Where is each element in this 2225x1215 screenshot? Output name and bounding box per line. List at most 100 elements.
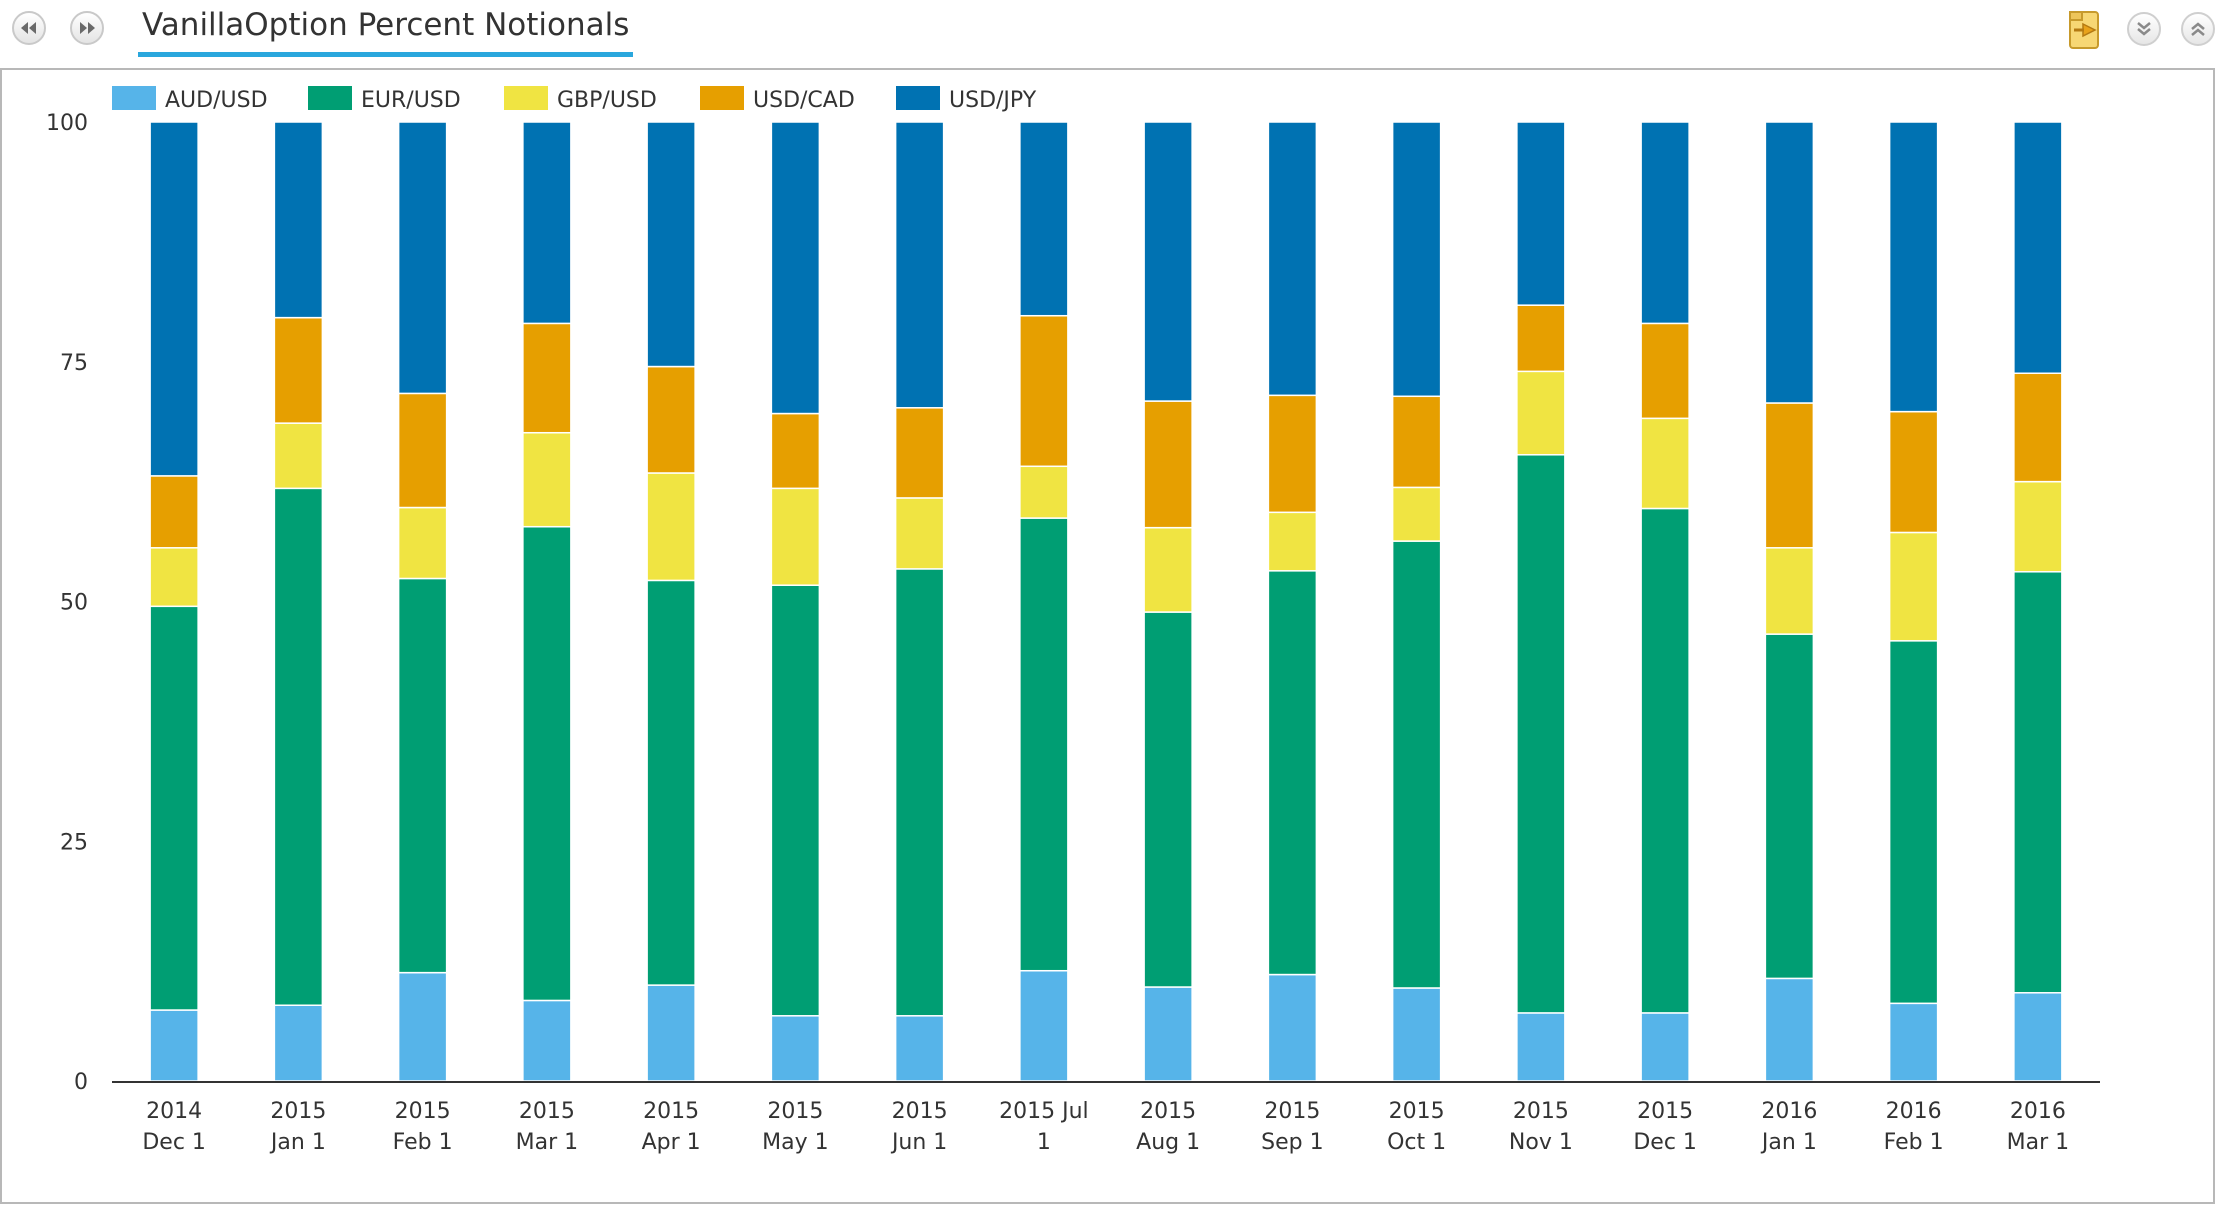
bar-segment-5-4[interactable]	[770, 121, 821, 415]
chart-panel	[0, 68, 2215, 1204]
bar-segment-1-1[interactable]	[273, 487, 324, 1006]
bar-segment-11-0[interactable]	[1516, 1012, 1566, 1082]
bar-segment-5-2[interactable]	[770, 487, 821, 586]
bar-segment-7-3[interactable]	[1019, 314, 1069, 468]
bar-segment-0-3[interactable]	[149, 475, 199, 549]
bar-segment-4-3[interactable]	[646, 365, 696, 474]
bar-segment-7-4[interactable]	[1019, 121, 1069, 317]
bar-segment-2-2[interactable]	[397, 506, 448, 580]
bar-segment-7-2[interactable]	[1019, 465, 1069, 519]
bar-segment-8-2[interactable]	[1143, 526, 1193, 613]
bar-segment-3-0[interactable]	[522, 999, 572, 1082]
bar-segment-12-1[interactable]	[1640, 507, 1690, 1014]
bar-segment-13-4[interactable]	[1764, 121, 1815, 404]
bar-segment-13-0[interactable]	[1764, 977, 1815, 1082]
bar-segment-2-1[interactable]	[397, 577, 448, 974]
bar-segment-9-2[interactable]	[1267, 511, 1318, 572]
bar-segment-10-4[interactable]	[1391, 121, 1442, 398]
bar-segment-9-0[interactable]	[1267, 973, 1318, 1082]
bar-segment-0-1[interactable]	[149, 605, 199, 1011]
previous-button[interactable]	[12, 11, 46, 45]
expand-button[interactable]	[2181, 12, 2215, 46]
export-folder-icon[interactable]	[2065, 8, 2107, 52]
chart-title-tab[interactable]: VanillaOption Percent Notionals	[138, 0, 634, 57]
bar-segment-11-1[interactable]	[1516, 454, 1566, 1014]
bar-segment-2-4[interactable]	[397, 121, 448, 395]
bar-segment-11-3[interactable]	[1516, 304, 1566, 373]
bar-segment-3-4[interactable]	[522, 121, 572, 325]
bar-segment-13-2[interactable]	[1764, 547, 1815, 635]
bar-segment-4-2[interactable]	[646, 472, 696, 582]
x-tick-label-5-0: 2015	[767, 1099, 823, 1124]
bar-segment-14-2[interactable]	[1888, 531, 1939, 642]
bar-segment-15-4[interactable]	[2013, 121, 2063, 375]
bar-segment-10-3[interactable]	[1391, 395, 1442, 489]
bar-segment-4-1[interactable]	[646, 579, 696, 986]
legend-swatch-2	[504, 86, 548, 110]
bar-segment-6-0[interactable]	[894, 1015, 945, 1082]
x-tick-label-5-1: May 1	[762, 1130, 828, 1155]
x-tick-label-3-0: 2015	[519, 1099, 575, 1124]
bar-segment-11-2[interactable]	[1516, 370, 1566, 456]
bar-segment-14-4[interactable]	[1888, 121, 1939, 413]
bar-segment-11-4[interactable]	[1516, 121, 1566, 306]
bar-segment-14-3[interactable]	[1888, 410, 1939, 534]
next-button[interactable]	[70, 11, 104, 45]
bar-segment-13-3[interactable]	[1764, 402, 1815, 549]
legend-swatch-1	[308, 86, 352, 110]
bar-segment-10-0[interactable]	[1391, 987, 1442, 1082]
bar-segment-7-0[interactable]	[1019, 969, 1069, 1082]
collapse-button[interactable]	[2127, 12, 2161, 46]
x-tick-label-11-1: Nov 1	[1509, 1130, 1573, 1155]
bar-segment-9-3[interactable]	[1267, 394, 1318, 514]
bar-segment-10-1[interactable]	[1391, 540, 1442, 989]
bar-segment-2-0[interactable]	[397, 971, 448, 1082]
bar-segment-1-4[interactable]	[273, 121, 324, 319]
bar-segment-4-0[interactable]	[646, 984, 696, 1082]
bar-segment-3-1[interactable]	[522, 525, 572, 1002]
bar-segment-1-0[interactable]	[273, 1004, 324, 1082]
x-tick-label-3-1: Mar 1	[516, 1130, 579, 1155]
bar-segment-3-2[interactable]	[522, 431, 572, 528]
legend-swatch-3	[700, 86, 744, 110]
bar-segment-6-4[interactable]	[894, 121, 945, 409]
stacked-bar-chart: AUD/USD EUR/USD GBP/USD USD/CAD USD/JPY 0 25 5…	[46, 86, 2100, 1155]
x-tick-label-0-1: Dec 1	[142, 1130, 206, 1155]
bar-segment-8-0[interactable]	[1143, 986, 1193, 1082]
bar-segment-14-1[interactable]	[1888, 640, 1939, 1005]
bar-segment-9-1[interactable]	[1267, 570, 1318, 976]
x-tick-label-6-1: Jun 1	[890, 1130, 947, 1155]
bar-segment-12-0[interactable]	[1640, 1012, 1690, 1082]
bar-segment-15-0[interactable]	[2013, 992, 2063, 1082]
bar-segment-15-1[interactable]	[2013, 571, 2063, 994]
bar-segment-5-1[interactable]	[770, 584, 821, 1017]
bar-segment-8-4[interactable]	[1143, 121, 1193, 402]
bar-segment-5-3[interactable]	[770, 412, 821, 490]
bar-segment-2-3[interactable]	[397, 392, 448, 509]
bar-segment-5-0[interactable]	[770, 1015, 821, 1082]
bar-segment-6-3[interactable]	[894, 407, 945, 499]
bar-segment-8-3[interactable]	[1143, 400, 1193, 529]
bar-segment-0-4[interactable]	[149, 121, 199, 477]
bar-segment-15-2[interactable]	[2013, 480, 2063, 573]
bar-segment-6-1[interactable]	[894, 568, 945, 1017]
bar-segment-12-4[interactable]	[1640, 121, 1690, 325]
bar-segment-4-4[interactable]	[646, 121, 696, 368]
bar-segment-3-3[interactable]	[522, 322, 572, 434]
bar-segment-8-1[interactable]	[1143, 611, 1193, 988]
bar-segment-15-3[interactable]	[2013, 372, 2063, 483]
bar-segment-13-1[interactable]	[1764, 633, 1815, 980]
bar-segment-14-0[interactable]	[1888, 1002, 1939, 1082]
bar-segment-1-2[interactable]	[273, 422, 324, 490]
bar-segment-7-1[interactable]	[1019, 517, 1069, 972]
bar-segment-12-3[interactable]	[1640, 322, 1690, 420]
bar-segment-6-2[interactable]	[894, 497, 945, 570]
bar-segment-0-2[interactable]	[149, 547, 199, 608]
bar-segment-10-2[interactable]	[1391, 486, 1442, 542]
bar-segment-1-3[interactable]	[273, 316, 324, 424]
window-controls	[2065, 8, 2225, 52]
x-tick-label-2-0: 2015	[395, 1099, 451, 1124]
bar-segment-9-4[interactable]	[1267, 121, 1318, 397]
bar-segment-0-0[interactable]	[149, 1009, 199, 1082]
bar-segment-12-2[interactable]	[1640, 417, 1690, 510]
